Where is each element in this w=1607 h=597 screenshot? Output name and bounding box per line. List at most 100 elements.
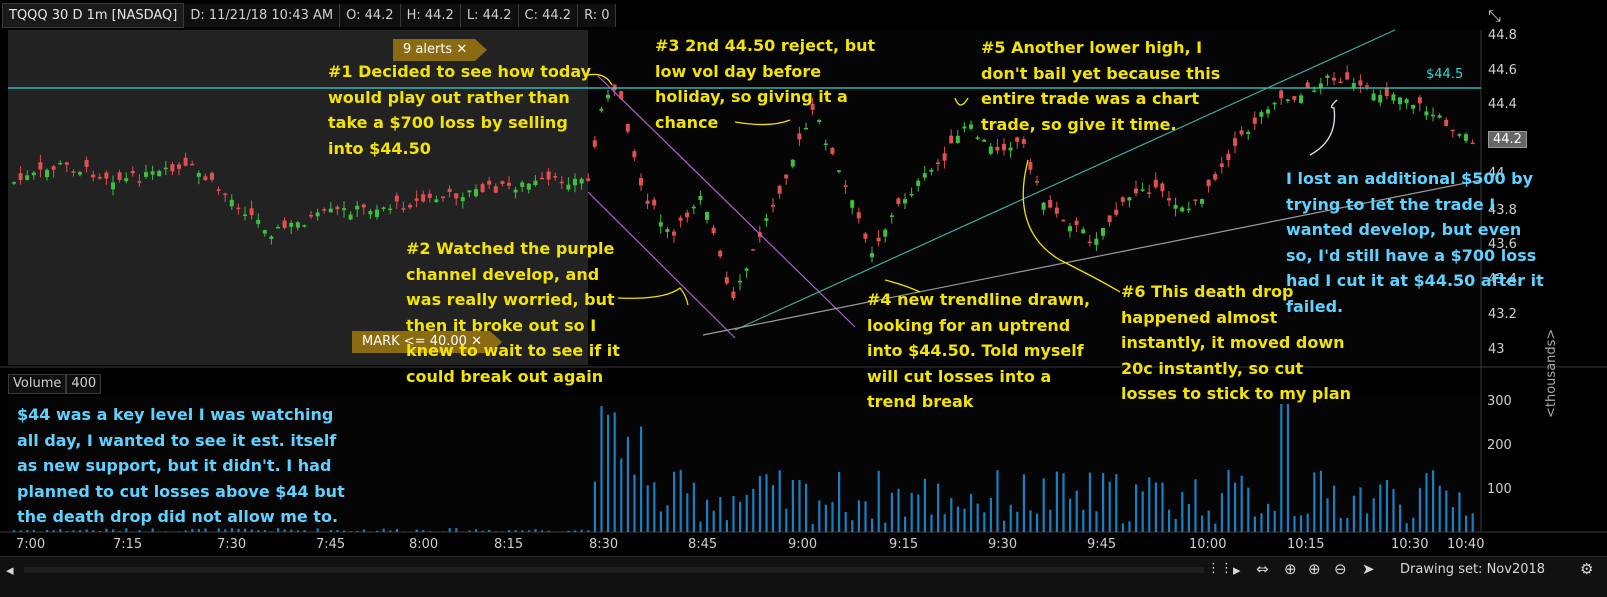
volume-bar — [13, 530, 15, 532]
candle-body — [256, 220, 260, 224]
candle-body — [1042, 203, 1046, 210]
volume-bar — [1340, 518, 1342, 532]
candle-body — [791, 160, 795, 167]
volume-bar — [983, 512, 985, 532]
bottom-toolbar: ◂ ⋮⋮ ▸ ⇔ ⊕ ⊕ ⊖ ➤ Drawing set: Nov2018 ⚙ — [0, 556, 1607, 597]
candle-body — [368, 211, 372, 214]
candle-body — [250, 208, 254, 215]
volume-title[interactable]: Volume — [8, 374, 66, 394]
scroll-right-icon[interactable]: ▸ — [1233, 561, 1241, 579]
volume-bar — [706, 500, 708, 532]
volume-bar — [1386, 480, 1388, 532]
annotation-line: losses to stick to my plan — [1121, 381, 1351, 407]
annotation-line: as new support, but it didn't. I had — [17, 453, 345, 479]
volume-bar — [1425, 473, 1427, 532]
volume-bar — [1188, 504, 1190, 532]
candle-body — [362, 204, 366, 207]
candle-body — [738, 281, 742, 283]
volume-bar — [178, 531, 180, 532]
candle-body — [1174, 205, 1178, 209]
volume-bar — [1419, 488, 1421, 532]
candle-body — [487, 181, 491, 185]
candle-body — [1319, 83, 1323, 87]
volume-bar — [1076, 491, 1078, 532]
candle-body — [1246, 132, 1250, 134]
horizontal-scrollbar[interactable] — [24, 567, 1204, 573]
candle-body — [1266, 109, 1270, 113]
candle-body — [1055, 208, 1059, 214]
volume-bar — [904, 517, 906, 532]
volume-bar — [818, 500, 820, 532]
volume-bar — [1089, 473, 1091, 532]
volume-bar — [640, 427, 642, 532]
candle-body — [698, 196, 702, 200]
time-tick-label: 7:00 — [16, 537, 45, 552]
candle-body — [177, 164, 181, 168]
candle-body — [45, 170, 49, 177]
volume-bar — [726, 520, 728, 532]
candle-body — [1464, 134, 1468, 141]
candle-body — [184, 158, 188, 166]
candle-body — [1035, 181, 1039, 183]
candle-body — [1147, 192, 1151, 194]
candle-body — [342, 208, 346, 210]
candle-body — [1220, 163, 1224, 167]
current-price-label: 44.2 — [1488, 131, 1527, 148]
time-tick-label: 8:30 — [589, 537, 618, 552]
drawing-set-label[interactable]: Drawing set: Nov2018 — [1400, 562, 1545, 577]
zoom-out-icon[interactable]: ⊖ — [1334, 560, 1347, 578]
volume-bar — [251, 529, 253, 532]
candle-body — [1193, 199, 1197, 201]
annotation-line: then it broke out so I — [406, 313, 620, 339]
pan-arrows-icon[interactable]: ⇔ — [1256, 560, 1269, 578]
volume-bar — [1201, 515, 1203, 532]
volume-bar — [541, 530, 543, 532]
candle-body — [936, 162, 940, 164]
volume-bar — [732, 496, 734, 532]
candle-body — [989, 147, 993, 154]
volume-bar — [884, 523, 886, 532]
volume-bar — [1227, 470, 1229, 532]
volume-bar — [792, 480, 794, 532]
crosshair-icon[interactable]: ⊕ — [1284, 560, 1297, 578]
volume-bar — [765, 474, 767, 532]
candle-body — [1378, 95, 1382, 102]
candle-body — [652, 200, 656, 206]
candle-body — [606, 95, 610, 99]
candle-body — [830, 148, 834, 154]
volume-bar — [290, 530, 292, 532]
volume-bar — [112, 529, 114, 532]
candle-body — [949, 136, 953, 144]
candle-body — [883, 230, 887, 237]
zoom-in-icon[interactable]: ⊕ — [1308, 560, 1321, 578]
annotation-line: instantly, it moved down — [1121, 330, 1351, 356]
alerts-tag[interactable]: 9 alerts ✕ — [393, 39, 475, 61]
volume-bar — [1280, 404, 1282, 532]
annotation-line: into $44.50 — [328, 136, 591, 162]
candle-body — [210, 173, 214, 180]
scroll-left-icon[interactable]: ◂ — [6, 561, 14, 579]
scroll-handle-icon[interactable]: ⋮⋮ — [1207, 561, 1233, 576]
volume-bar — [574, 530, 576, 532]
volume-bar — [719, 497, 721, 532]
candle-body — [98, 177, 102, 179]
volume-bar — [1412, 518, 1414, 532]
close-icon[interactable]: ✕ — [456, 42, 467, 57]
volume-bar — [1373, 498, 1375, 532]
price-tick-label: 44.6 — [1488, 63, 1517, 78]
volume-bar — [647, 485, 649, 532]
candle-body — [1451, 130, 1455, 132]
volume-bar — [53, 530, 55, 532]
annotation-line: failed. — [1286, 294, 1544, 320]
volume-bar — [99, 531, 101, 532]
candle-body — [289, 223, 293, 227]
gear-icon[interactable]: ⚙ — [1580, 560, 1593, 578]
volume-bar — [1241, 476, 1243, 532]
annotation-line: $44 was a key level I was watching — [17, 402, 345, 428]
candle-body — [157, 171, 161, 176]
volume-bar — [1267, 504, 1269, 532]
price-tick-label: 44.4 — [1488, 97, 1517, 112]
cursor-icon[interactable]: ➤ — [1362, 560, 1375, 578]
annotation-line: take a $700 loss by selling — [328, 110, 591, 136]
